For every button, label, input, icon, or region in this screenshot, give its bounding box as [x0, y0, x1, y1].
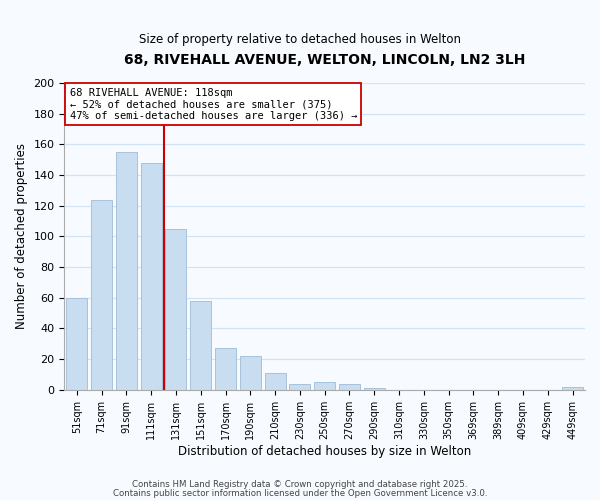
Bar	[166, 228, 187, 390]
Bar	[116, 152, 137, 390]
Title: 68, RIVEHALL AVENUE, WELTON, LINCOLN, LN2 3LH: 68, RIVEHALL AVENUE, WELTON, LINCOLN, LN…	[124, 52, 526, 66]
Bar	[265, 373, 286, 390]
Bar	[289, 384, 310, 390]
Bar	[364, 388, 385, 390]
Bar	[339, 384, 360, 390]
Text: Contains public sector information licensed under the Open Government Licence v3: Contains public sector information licen…	[113, 488, 487, 498]
Bar	[91, 200, 112, 390]
Bar	[190, 301, 211, 390]
Text: 68 RIVEHALL AVENUE: 118sqm
← 52% of detached houses are smaller (375)
47% of sem: 68 RIVEHALL AVENUE: 118sqm ← 52% of deta…	[70, 88, 357, 120]
Y-axis label: Number of detached properties: Number of detached properties	[15, 144, 28, 330]
Bar	[140, 162, 162, 390]
Bar	[215, 348, 236, 390]
Bar	[66, 298, 88, 390]
Text: Contains HM Land Registry data © Crown copyright and database right 2025.: Contains HM Land Registry data © Crown c…	[132, 480, 468, 489]
Bar	[240, 356, 261, 390]
Text: Size of property relative to detached houses in Welton: Size of property relative to detached ho…	[139, 32, 461, 46]
Bar	[314, 382, 335, 390]
Bar	[562, 387, 583, 390]
X-axis label: Distribution of detached houses by size in Welton: Distribution of detached houses by size …	[178, 444, 472, 458]
